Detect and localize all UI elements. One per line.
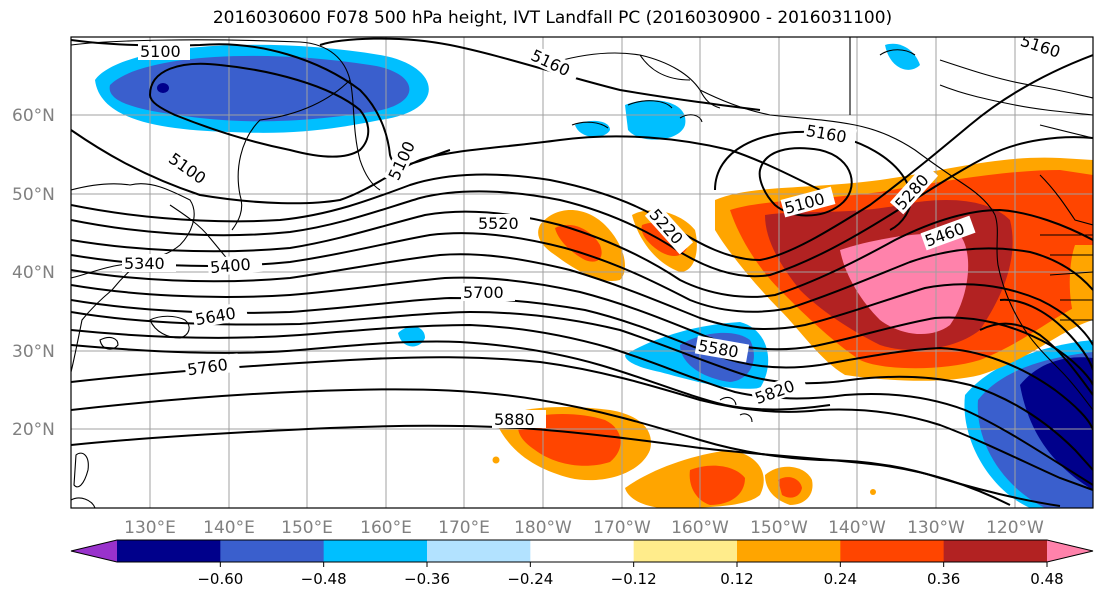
lat-label: 20°N: [12, 420, 55, 440]
latitude-labels: 60°N 50°N 40°N 30°N 20°N: [12, 106, 55, 440]
map-border: [70, 36, 1094, 509]
lat-label: 50°N: [12, 185, 55, 205]
colorbar-tick-label: −0.60: [197, 570, 243, 588]
colorbar-bin: [530, 540, 635, 562]
colorbar-tick-label: 0.36: [927, 570, 960, 588]
lat-label: 30°N: [12, 342, 55, 362]
colorbar-tick-label: 0.24: [824, 570, 857, 588]
lon-label: 120°W: [986, 518, 1044, 538]
contour-labels: 5100 5100 5100 5160 5160 5160 5100 5280 …: [122, 37, 1072, 429]
lat-label: 40°N: [12, 263, 55, 283]
colorbar-outline: [70, 539, 1094, 563]
lon-label: 170°W: [593, 518, 651, 538]
colorbar-bin: [117, 540, 221, 562]
colorbar-bin: [943, 540, 1048, 562]
colorbar-bin: [840, 540, 945, 562]
lon-label: 160°E: [360, 518, 412, 538]
contour-label: 5520: [478, 214, 519, 233]
contour-label: 5880: [494, 410, 535, 429]
colorbar-bin: [323, 540, 428, 562]
lat-label: 60°N: [12, 106, 55, 126]
colorbar-bin: [633, 540, 738, 562]
lon-label: 150°W: [750, 518, 808, 538]
colorbar-bin: [737, 540, 841, 562]
colorbar-tick-label: −0.12: [611, 570, 657, 588]
lon-label: 180°W: [514, 518, 572, 538]
lon-label: 140°E: [203, 518, 255, 538]
contour-label: 5400: [209, 255, 251, 277]
colorbar-tick-label: −0.24: [507, 570, 553, 588]
lon-label: 150°E: [281, 518, 333, 538]
lon-label: 170°E: [438, 518, 490, 538]
colorbar-bin: [427, 540, 531, 562]
colorbar-extend-low: [71, 540, 117, 562]
colorbar-extend-high: [1047, 540, 1093, 562]
colorbar-tick-label: 0.12: [720, 570, 753, 588]
map-title: 2016030600 F078 500 hPa height, IVT Land…: [212, 8, 893, 28]
lon-label: 140°W: [828, 518, 886, 538]
colorbar-bin: [220, 540, 325, 562]
contour-label: 5100: [140, 42, 181, 61]
colorbar-tick-label: 0.48: [1030, 570, 1063, 588]
colorbar-tick-label: −0.36: [404, 570, 450, 588]
coastlines: [71, 37, 1093, 508]
lon-label: 130°E: [124, 518, 176, 538]
longitude-labels: 130°E 140°E 150°E 160°E 170°E 180°W 170°…: [124, 518, 1044, 538]
contour-label: 5340: [124, 254, 165, 273]
colorbar: −0.60 −0.48 −0.36 −0.24 −0.12 0.12 0.24 0.36 0.4…: [70, 539, 1094, 588]
lon-label: 130°W: [907, 518, 965, 538]
lon-label: 160°W: [671, 518, 729, 538]
contour-label: 5700: [463, 283, 504, 302]
colorbar-tick-label: −0.48: [301, 570, 347, 588]
